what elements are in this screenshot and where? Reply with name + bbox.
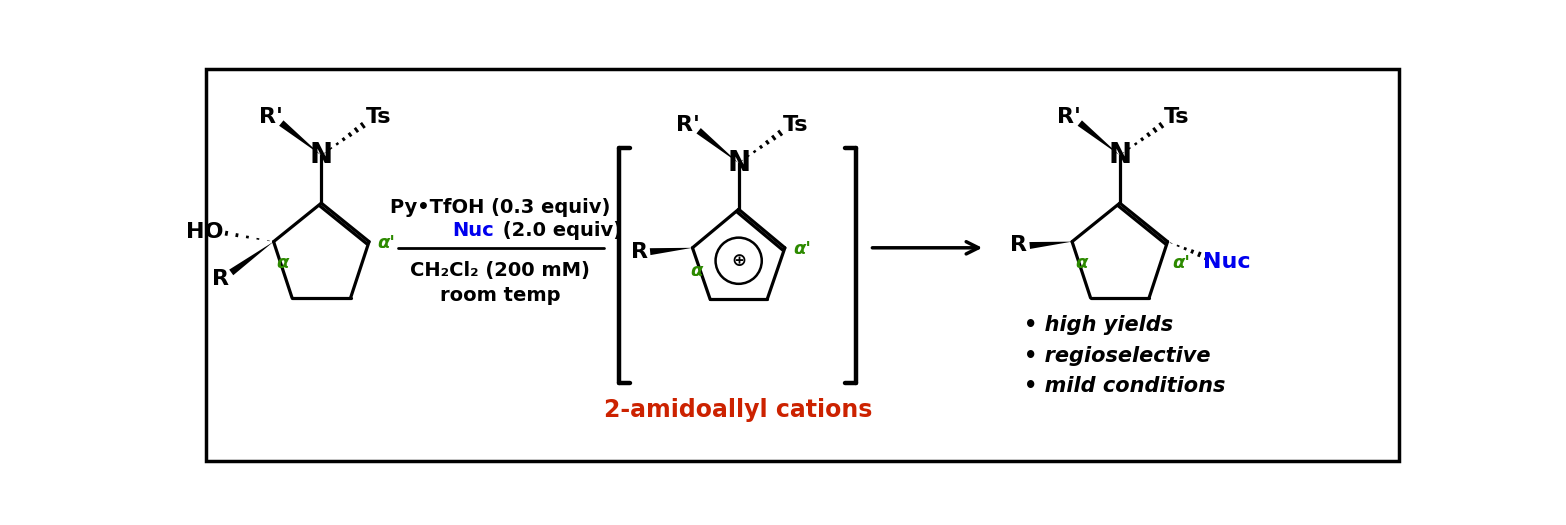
Text: • mild conditions: • mild conditions [1024,376,1225,396]
Text: (2.0 equiv): (2.0 equiv) [496,222,622,240]
Text: Ts: Ts [365,107,392,127]
Text: R': R' [1057,107,1081,127]
Polygon shape [697,128,739,163]
Text: α: α [1076,254,1087,272]
Text: ⊕: ⊕ [731,251,747,270]
Polygon shape [1029,242,1073,249]
Text: R: R [1010,236,1027,256]
Text: Nuc: Nuc [1203,253,1251,272]
Polygon shape [650,248,692,255]
Text: R: R [631,242,648,261]
Text: • regioselective: • regioselective [1024,345,1211,365]
Text: • high yields: • high yields [1024,315,1173,335]
Text: R': R' [677,114,700,134]
Text: room temp: room temp [440,286,561,305]
Text: N: N [727,149,750,177]
Polygon shape [279,120,321,155]
Text: R': R' [258,107,282,127]
Text: Nuc: Nuc [453,222,493,240]
Text: α: α [691,262,703,280]
Text: Ts: Ts [1164,107,1190,127]
Text: Ts: Ts [783,114,808,134]
Text: α': α' [792,240,811,258]
Text: CH₂Cl₂ (200 mM): CH₂Cl₂ (200 mM) [410,261,590,280]
Text: HO: HO [185,223,222,243]
Polygon shape [229,242,274,275]
Text: α': α' [377,234,395,252]
Text: R: R [211,269,229,289]
Text: α: α [277,254,290,272]
Text: 2-amidoallyl cations: 2-amidoallyl cations [604,397,872,422]
Polygon shape [1077,120,1120,155]
Text: Py•TfOH (0.3 equiv): Py•TfOH (0.3 equiv) [390,198,611,217]
Text: N: N [310,141,334,170]
Text: α': α' [1173,254,1190,272]
Text: N: N [1109,141,1131,170]
